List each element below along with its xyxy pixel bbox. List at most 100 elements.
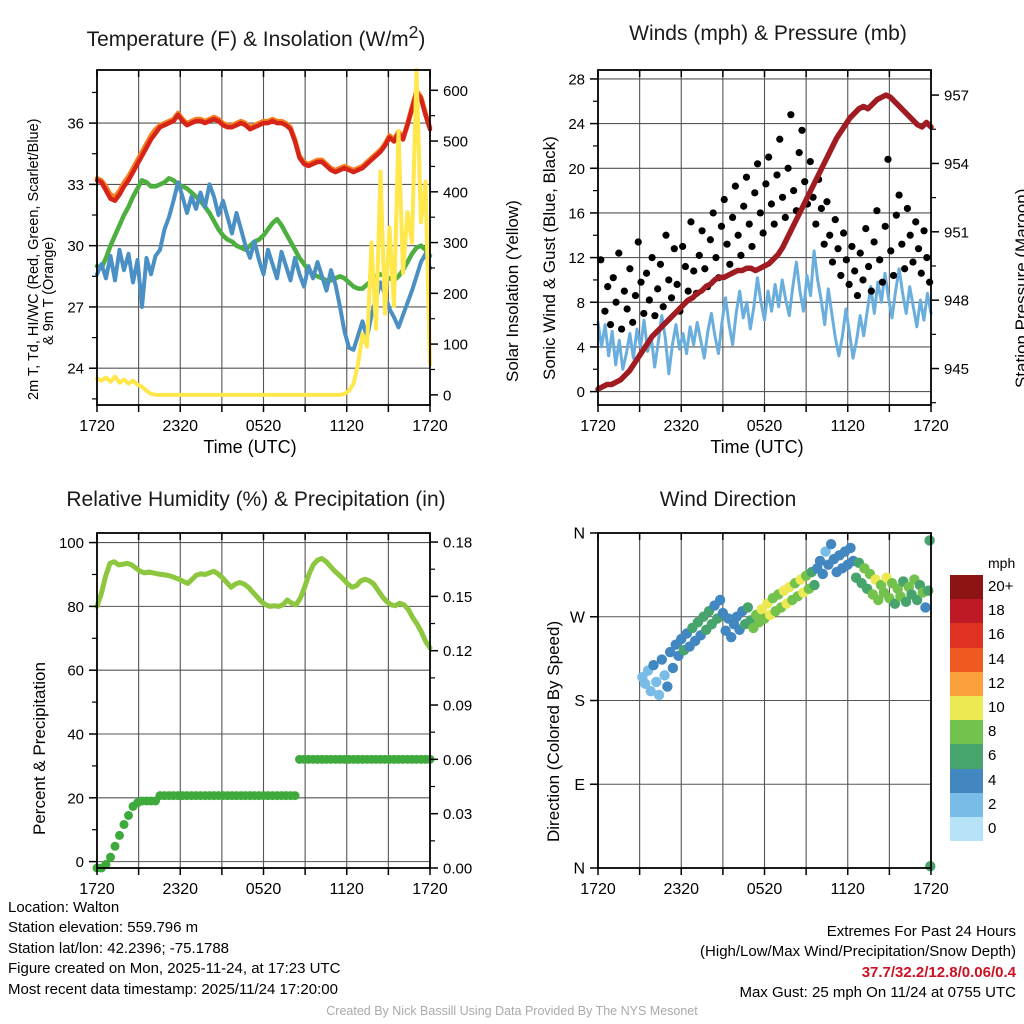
- y-axis-label-pressure-right: Station Pressure (Maroon): [1012, 189, 1024, 388]
- svg-text:0520: 0520: [246, 881, 282, 898]
- svg-text:2320: 2320: [663, 418, 699, 435]
- panel-title-temperature: Temperature (F) & Insolation (W/m2): [86, 22, 426, 51]
- svg-text:80: 80: [67, 599, 84, 616]
- svg-text:16: 16: [568, 205, 585, 222]
- svg-text:40: 40: [67, 727, 84, 744]
- svg-text:1120: 1120: [330, 881, 365, 898]
- extremes-heading: Extremes For Past 24 Hours: [826, 923, 1016, 940]
- colorbar-tick-label: 4: [988, 771, 997, 789]
- svg-text:0520: 0520: [246, 418, 282, 435]
- x-axis-label-winds-text: Time (UTC): [710, 437, 804, 457]
- colorbar-swatch: [950, 720, 983, 745]
- wind-direction-panel: Wind Direction Direction (Colored By Spe…: [512, 470, 1024, 900]
- colorbar-tick-label: 10: [988, 699, 1005, 716]
- svg-text:36: 36: [67, 116, 84, 133]
- svg-text:0520: 0520: [747, 418, 783, 435]
- svg-text:100: 100: [59, 535, 84, 552]
- svg-text:2320: 2320: [663, 881, 699, 898]
- svg-text:2320: 2320: [162, 418, 198, 435]
- colorbar-swatch: [950, 671, 983, 696]
- svg-text:954: 954: [944, 156, 969, 173]
- svg-text:1720: 1720: [412, 418, 448, 435]
- colorbar-tick-label: 12: [988, 674, 1005, 692]
- panel-title-humidity: Relative Humidity (%) & Precipitation (i…: [0, 488, 512, 512]
- colorbar-swatch: [950, 817, 983, 842]
- panel-title-winds-text: Winds (mph) & Pressure (mb): [629, 22, 907, 45]
- colorbar-tick-label: 2: [988, 795, 997, 813]
- svg-text:600: 600: [443, 83, 468, 100]
- svg-text:1120: 1120: [831, 418, 866, 435]
- colorbar-tick-label: 6: [988, 747, 997, 765]
- humidity-chart-svg: 0 20 40 60 80 100 0.00 0.03 0.06 0.09 0.12 0.15 0.18…: [59, 532, 472, 898]
- extremes-values: 37.7/32.2/12.8/0.06/0.4: [861, 963, 1016, 981]
- y-axis-label-percent-text: Percent & Precipitation: [30, 662, 49, 835]
- figure-created: Figure created on Mon, 2025-11-24, at 17…: [8, 960, 341, 978]
- svg-text:4: 4: [577, 339, 585, 356]
- colorbar-swatch: [950, 744, 983, 769]
- svg-text:1720: 1720: [913, 418, 949, 435]
- y-axis-label-temperature-left-2: & 9m T (Orange): [41, 237, 57, 345]
- svg-text:1120: 1120: [831, 881, 866, 898]
- svg-text:1720: 1720: [580, 418, 616, 435]
- colorbar-swatch: [950, 575, 983, 600]
- svg-text:0.15: 0.15: [443, 589, 472, 606]
- svg-text:1720: 1720: [913, 881, 949, 898]
- y-axis-label-direction: Direction (Colored By Speed): [544, 621, 564, 842]
- svg-text:0.12: 0.12: [443, 643, 472, 660]
- y-axis-label-line2: & 9m T (Orange): [41, 236, 57, 345]
- svg-text:951: 951: [944, 224, 969, 241]
- svg-text:400: 400: [443, 184, 468, 201]
- wind-speed-colorbar: mph 20+ 18 16 14 12 10 8 6 4 2 0: [950, 555, 1024, 855]
- y-axis-label-wind-text: Sonic Wind & Gust (Blue, Black): [540, 136, 559, 380]
- temperature-chart-svg: 24 27 30 33 36 0 100 200 300 400 500 600 1720 2320 052…: [67, 68, 468, 435]
- most-recent-timestamp: Most recent data timestamp: 2025/11/24 1…: [8, 980, 338, 998]
- colorbar-swatch: [950, 647, 983, 672]
- colorbar-tick-label: 14: [988, 650, 1005, 668]
- station-elevation: Station elevation: 559.796 m: [8, 919, 199, 937]
- panel-title-direction-text: Wind Direction: [659, 488, 797, 511]
- svg-text:945: 945: [944, 361, 969, 378]
- svg-text:0.06: 0.06: [443, 752, 472, 769]
- svg-text:24: 24: [568, 116, 585, 133]
- station-info-block: Location: Walton Station elevation: 559.…: [8, 898, 340, 1000]
- station-latlon: Station lat/lon: 42.2396; -75.1788: [8, 939, 230, 957]
- svg-text:W: W: [570, 609, 586, 626]
- svg-text:500: 500: [443, 134, 468, 151]
- svg-text:30: 30: [67, 238, 84, 255]
- colorbar-tick-label: 0: [988, 820, 997, 837]
- colorbar-swatch: [950, 792, 983, 817]
- max-gust: Max Gust: 25 mph On 11/24 at 0755 UTC: [739, 984, 1016, 1002]
- x-axis-label-time: Time (UTC): [0, 437, 500, 458]
- y-axis-label-line1: 2m T, Td, HI/WC (Red, Green, Scarlet/Blu…: [26, 118, 42, 401]
- svg-text:0: 0: [577, 384, 585, 401]
- svg-text:60: 60: [67, 663, 84, 680]
- svg-text:33: 33: [67, 177, 84, 194]
- y-axis-label-percent-precip: Percent & Precipitation: [30, 662, 50, 835]
- svg-text:2320: 2320: [162, 881, 198, 898]
- colorbar-unit-label: mph: [988, 555, 1016, 571]
- colorbar-tick-label: 20+: [988, 578, 1014, 595]
- svg-text:N: N: [573, 526, 585, 543]
- y-axis-label-pressure-text: Station Pressure (Maroon): [1012, 188, 1024, 388]
- svg-text:0.03: 0.03: [443, 806, 472, 823]
- svg-text:1720: 1720: [580, 881, 616, 898]
- colorbar-swatch: [950, 696, 983, 721]
- svg-text:0.00: 0.00: [443, 861, 472, 878]
- svg-text:24: 24: [67, 361, 84, 378]
- svg-text:1720: 1720: [79, 418, 115, 435]
- svg-text:E: E: [574, 777, 585, 794]
- y-axis-label-wind-left: Sonic Wind & Gust (Blue, Black): [540, 136, 560, 380]
- panel-title-humidity-text: Relative Humidity (%) & Precipitation (i…: [66, 488, 446, 511]
- colorbar-tick-label: 18: [988, 602, 1005, 620]
- colorbar-tick-label: 16: [988, 626, 1005, 644]
- svg-text:0.18: 0.18: [443, 535, 472, 552]
- colorbar-swatch: [950, 599, 983, 624]
- svg-text:300: 300: [443, 235, 468, 252]
- extremes-block: Extremes For Past 24 Hours (High/Low/Max…: [700, 922, 1016, 1004]
- svg-text:12: 12: [568, 250, 585, 267]
- svg-text:0: 0: [76, 854, 84, 871]
- svg-text:28: 28: [568, 71, 585, 88]
- colorbar-tick-label: 8: [988, 723, 997, 741]
- colorbar-swatch: [950, 768, 983, 793]
- y-axis-label-temperature-left: 2m T, Td, HI/WC (Red, Green, Scarlet/Blu…: [26, 119, 42, 401]
